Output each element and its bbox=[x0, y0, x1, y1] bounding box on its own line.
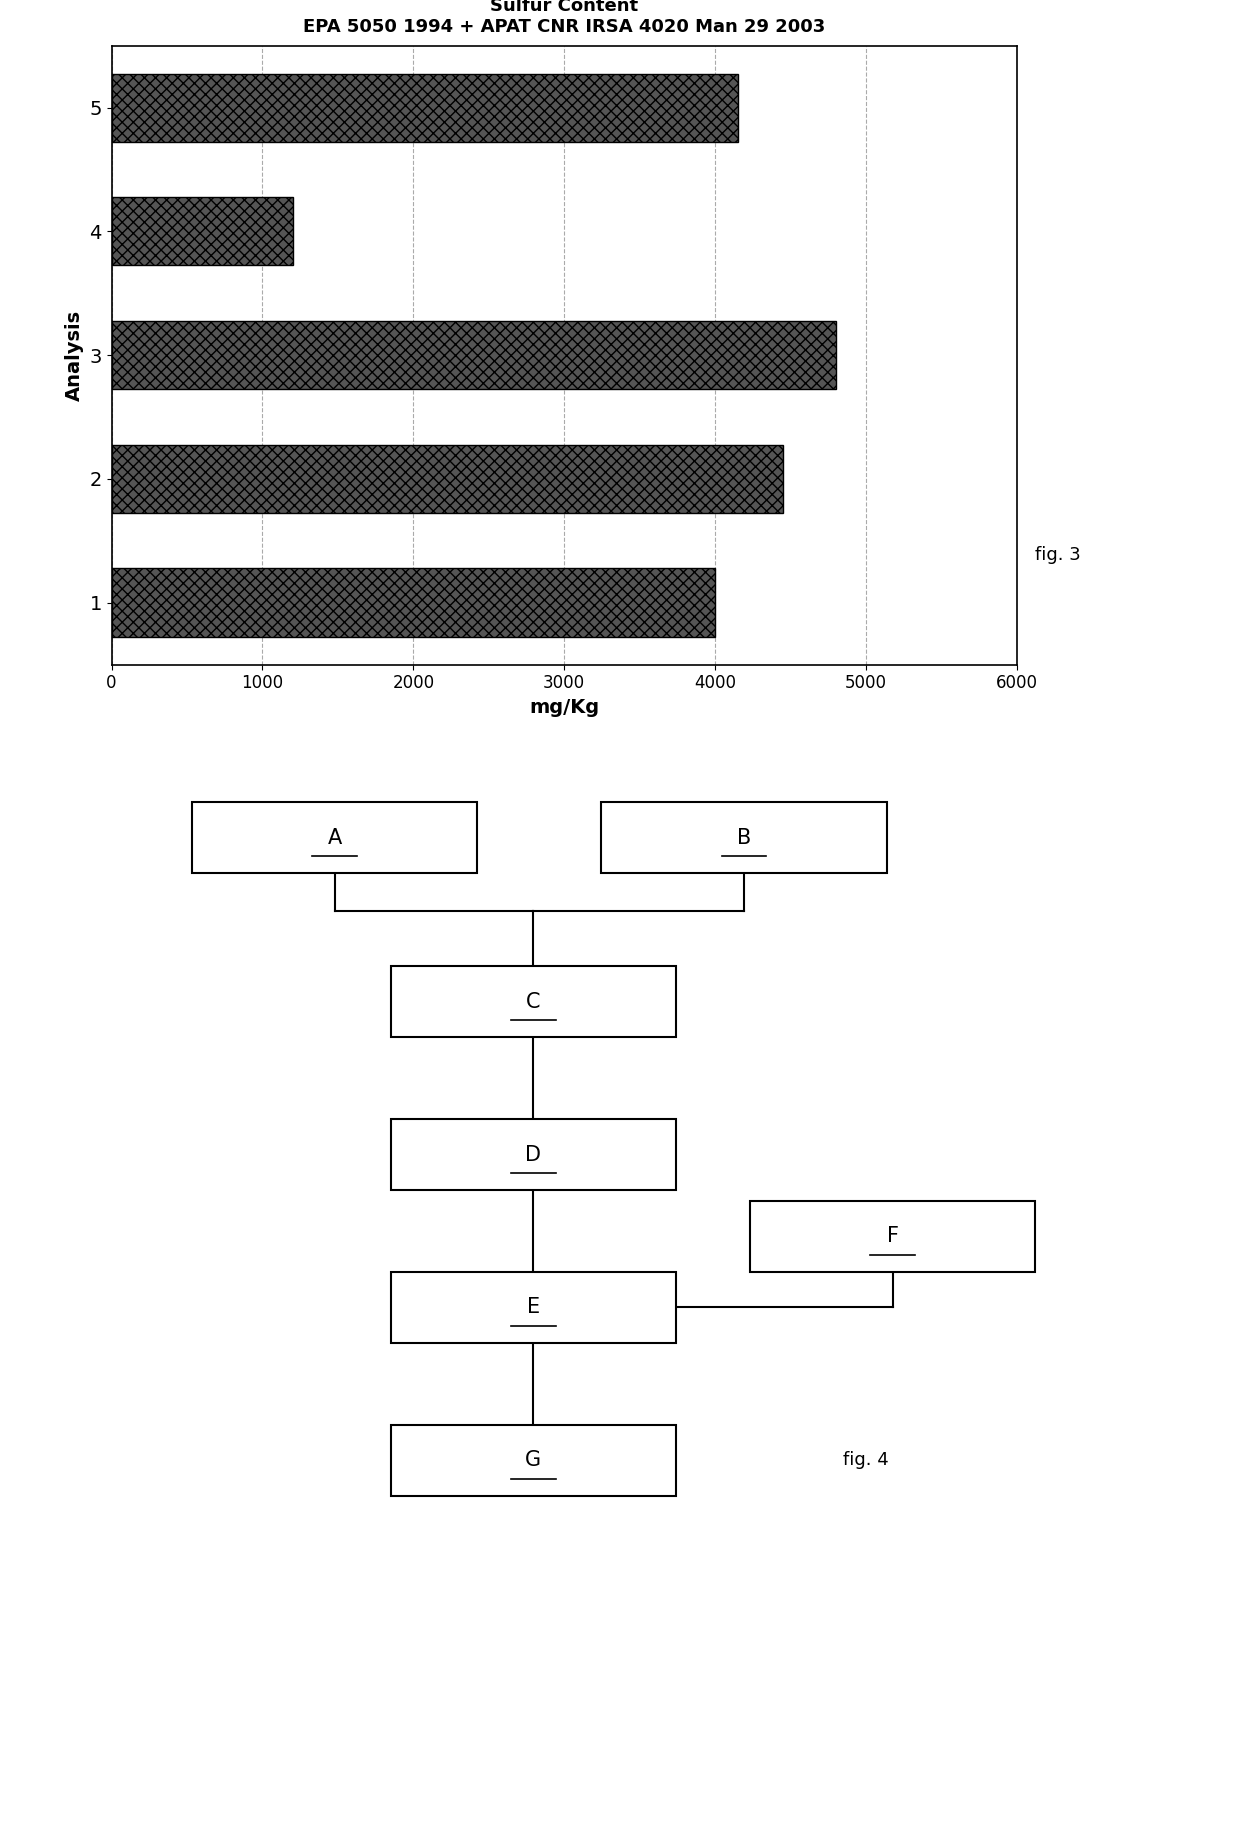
Text: B: B bbox=[737, 829, 751, 847]
Bar bbox=[112, 568, 715, 637]
Text: fig. 3: fig. 3 bbox=[1035, 546, 1081, 565]
Bar bbox=[391, 1118, 676, 1191]
Text: A: A bbox=[327, 829, 342, 847]
Bar bbox=[601, 801, 887, 872]
Bar bbox=[391, 1424, 676, 1497]
Bar bbox=[112, 73, 738, 142]
Bar bbox=[750, 1202, 1035, 1271]
Y-axis label: Analysis: Analysis bbox=[64, 310, 84, 401]
Text: C: C bbox=[526, 992, 541, 1011]
Bar bbox=[112, 320, 836, 390]
Text: E: E bbox=[527, 1298, 539, 1317]
X-axis label: mg/Kg: mg/Kg bbox=[529, 697, 599, 717]
Bar bbox=[112, 444, 782, 514]
Bar bbox=[192, 801, 477, 872]
Text: fig. 4: fig. 4 bbox=[843, 1451, 889, 1470]
Bar bbox=[112, 197, 293, 266]
Text: G: G bbox=[525, 1451, 542, 1470]
Text: F: F bbox=[887, 1227, 899, 1246]
Title: Sulfur Content
EPA 5050 1994 + APAT CNR IRSA 4020 Man 29 2003: Sulfur Content EPA 5050 1994 + APAT CNR … bbox=[303, 0, 826, 36]
Bar bbox=[391, 1271, 676, 1344]
Bar bbox=[391, 965, 676, 1038]
Text: D: D bbox=[526, 1145, 541, 1164]
